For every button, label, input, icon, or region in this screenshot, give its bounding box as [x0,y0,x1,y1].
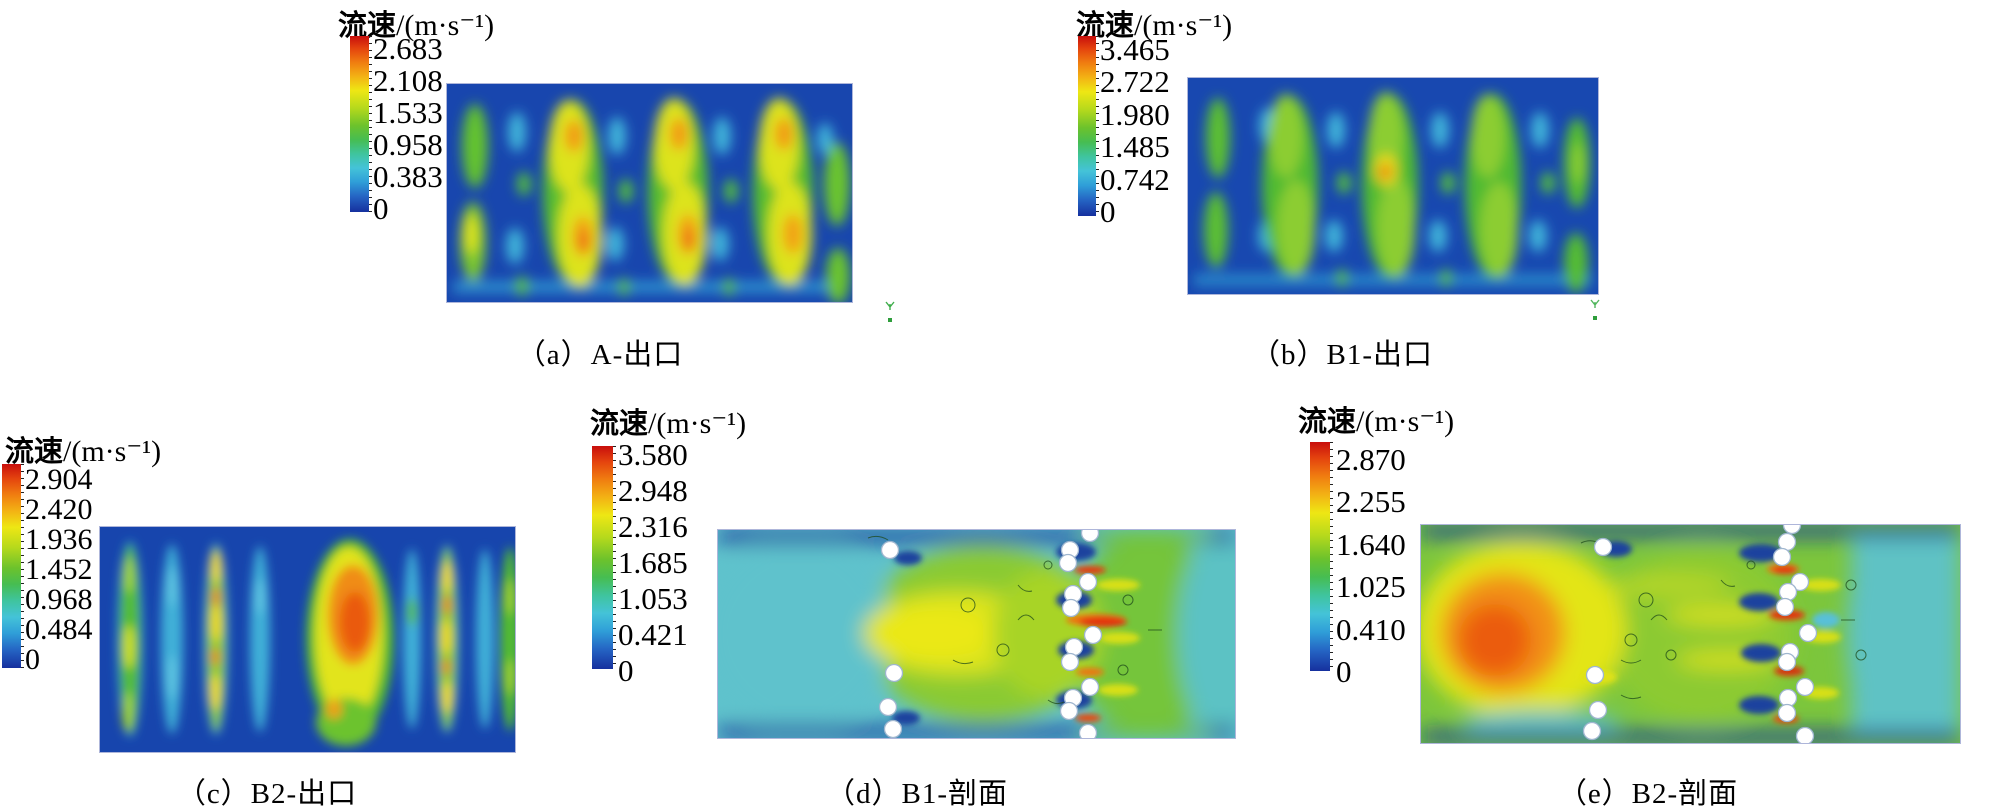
colorbar-tick-label: 2.904 [25,463,93,496]
colorbar-tick-label: 1.485 [1100,129,1170,165]
colorbar-tick-label: 1.640 [1336,526,1406,562]
colorbar-tick-label: 1.685 [618,545,688,580]
caption-b: （b）B1-出口 [1250,339,1433,371]
legend-quantity-label: 流速 [1298,406,1357,438]
colorbar-ticks-e: 2.870 2.255 1.640 1.025 0.410 0 [1336,439,1406,693]
vortex-scribbles [867,535,1162,705]
colorbar-ticks-b: 3.465 2.722 1.980 1.485 0.742 0 [1100,34,1170,228]
colorbar-tick-label: 2.108 [373,63,443,98]
legend-unit-label: /(m·s⁻¹) [396,9,495,42]
colorbar-e [1310,442,1333,671]
colorbar-tick-label: 0 [373,191,389,226]
colorbar-tick-label: 1.025 [1336,569,1406,605]
caption-d: （d）B1-剖面 [825,778,1008,806]
caption-a: （a）A-出口 [516,339,684,371]
colorbar-tick-label: 0.383 [373,159,443,194]
legend-title-b: 流速/(m·s⁻¹) [1076,2,1232,44]
colorbar-tick-label: 3.580 [618,437,688,472]
legend-title-e: 流速/(m·s⁻¹) [1298,398,1454,440]
caption-e: （e）B2-剖面 [1557,778,1739,806]
colorbar-tick-label: 2.420 [25,493,93,526]
colorbar-tick-label: 2.948 [618,473,688,508]
colorbar-tick-label: 2.722 [1100,64,1170,100]
contour-plot-c [99,526,516,753]
legend-unit-label: /(m·s⁻¹) [63,435,162,468]
colorbar-tick-label: 0.958 [373,127,443,162]
colorbar-tick-label: 2.870 [1336,442,1406,477]
colorbar-tick-label: 0.742 [1100,161,1170,197]
colorbar-tick-label: 0 [1100,193,1116,229]
bubble-circles [878,530,1103,738]
legend-title-c: 流速/(m·s⁻¹) [5,428,161,470]
legend-unit-label: /(m·s⁻¹) [1134,9,1233,42]
legend-quantity-label: 流速 [590,408,649,440]
contour-plot-e [1420,524,1961,744]
colorbar-tick-label: 0 [618,653,634,688]
colorbar-ticks-c: 2.904 2.420 1.936 1.452 0.968 0.484 0 [25,465,93,675]
colorbar-b [1078,36,1099,216]
legend-title-a: 流速/(m·s⁻¹) [338,2,494,44]
colorbar-tick-label: 0.968 [25,583,93,616]
colorbar-tick-label: 0.421 [618,617,688,652]
colorbar-ticks-a: 2.683 2.108 1.533 0.958 0.383 0 [373,33,443,225]
contour-plot-d [717,529,1236,739]
colorbar-tick-label: 1.452 [25,553,93,586]
legend-unit-label: /(m·s⁻¹) [648,407,747,440]
colorbar-tick-label: 2.316 [618,509,688,544]
colorbar-tick-label: 2.683 [373,31,443,66]
colorbar-tick-label: 1.980 [1100,96,1170,132]
axis-triad-icon [885,301,895,322]
vortex-scribbles [1580,540,1867,700]
legend-quantity-label: 流速 [5,436,64,468]
colorbar-tick-label: 1.936 [25,523,93,556]
colorbar-tick-label: 0.484 [25,613,93,646]
contour-plot-a [446,83,853,303]
legend-unit-label: /(m·s⁻¹) [1356,405,1455,438]
colorbar-tick-label: 0 [1336,653,1352,689]
bubble-circles [1582,525,1818,743]
caption-c: （c）B2-出口 [176,778,358,806]
colorbar-tick-label: 2.255 [1336,484,1406,520]
colorbar-tick-label: 1.533 [373,95,443,130]
colorbar-c [2,464,24,668]
colorbar-tick-label: 0 [25,643,40,676]
legend-title-d: 流速/(m·s⁻¹) [590,400,746,442]
colorbar-a [350,36,372,212]
contour-plot-b [1187,77,1599,295]
colorbar-tick-label: 1.053 [618,581,688,616]
axis-triad-icon [1590,299,1600,320]
colorbar-d [592,446,616,669]
colorbar-tick-label: 0.410 [1336,611,1406,647]
colorbar-tick-label: 3.465 [1100,32,1170,67]
colorbar-ticks-d: 3.580 2.948 2.316 1.685 1.053 0.421 0 [618,437,688,688]
